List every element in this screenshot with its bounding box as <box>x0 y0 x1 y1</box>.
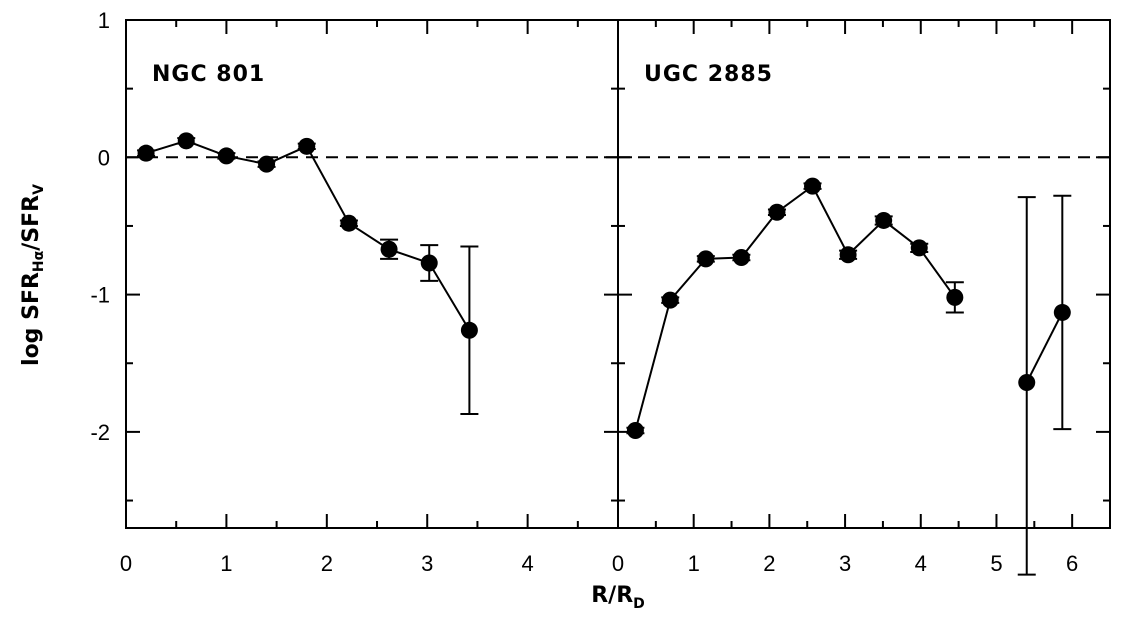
plot-frame <box>125 19 619 529</box>
data-point <box>1018 373 1036 391</box>
x-tick-label: 3 <box>421 551 433 576</box>
x-tick-label: 0 <box>120 551 132 576</box>
data-point <box>298 137 316 155</box>
y-tick-label: -2 <box>90 420 110 445</box>
series-line <box>634 184 956 431</box>
data-point <box>137 144 155 162</box>
data-point <box>460 321 478 339</box>
plot-frame <box>617 19 1111 529</box>
panel-label-ugc2885: UGC 2885 <box>644 62 773 87</box>
x-tick-label: 4 <box>915 551 927 576</box>
x-tick-label: 1 <box>688 551 700 576</box>
panel-ugc2885: 0 1 2 3 4 5 6 <box>604 19 1111 576</box>
x-tick-label: 3 <box>839 551 851 576</box>
series-line <box>145 139 471 331</box>
data-point <box>697 250 715 268</box>
data-point <box>875 211 893 229</box>
panel-ngc801: 0 1 2 3 4 <box>120 19 619 576</box>
x-tick-label: 5 <box>990 551 1002 576</box>
y-axis-title: log SFRHα/SFRV <box>19 184 47 366</box>
series-line <box>1025 311 1064 383</box>
x-tick-label: 1 <box>220 551 232 576</box>
panel-label-ngc801: NGC 801 <box>152 62 265 87</box>
x-tick-label: 2 <box>763 551 775 576</box>
y-tick-label: 0 <box>98 145 110 170</box>
data-point <box>839 246 857 264</box>
data-point <box>804 177 822 195</box>
data-point <box>661 291 679 309</box>
data-point <box>380 240 398 258</box>
data-point <box>217 147 235 165</box>
data-point <box>420 254 438 272</box>
x-tick-label: 2 <box>321 551 333 576</box>
data-point <box>258 155 276 173</box>
data-point <box>910 239 928 257</box>
y-tick-label: 1 <box>98 8 110 33</box>
x-tick-label: 4 <box>522 551 534 576</box>
y-tick-label: -1 <box>90 283 110 308</box>
data-point <box>1053 303 1071 321</box>
x-tick-label: 0 <box>612 551 624 576</box>
data-point <box>626 422 644 440</box>
data-point <box>768 203 786 221</box>
x-tick-label: 6 <box>1066 551 1078 576</box>
y-tick-labels: 1 0 -1 -2 <box>90 8 110 445</box>
data-point <box>340 214 358 232</box>
data-point <box>732 249 750 267</box>
data-point <box>946 288 964 306</box>
data-point <box>177 132 195 150</box>
x-axis-title: R/RD <box>591 583 645 612</box>
